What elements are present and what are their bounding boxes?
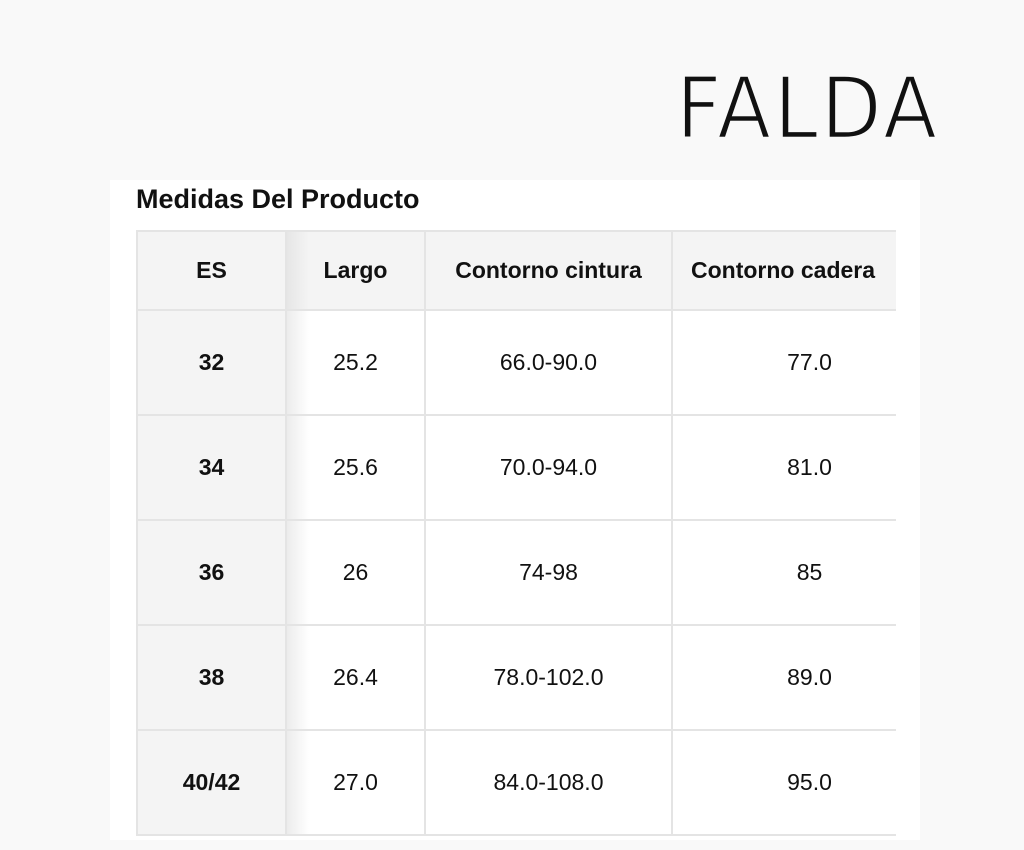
cell-cadera: 95.0 — [671, 729, 896, 836]
header-es: ES — [136, 230, 287, 311]
header-contorno-cadera: Contorno cadera — [671, 230, 896, 311]
cell-size: 40/42 — [136, 729, 287, 836]
cell-cintura: 84.0-108.0 — [424, 729, 673, 836]
table-header-row: ES Largo Contorno cintura Contorno cader… — [136, 230, 896, 311]
header-contorno-cintura: Contorno cintura — [424, 230, 673, 311]
table-row: 34 25.6 70.0-94.0 81.0 — [136, 414, 896, 521]
cell-largo: 25.6 — [285, 414, 426, 521]
cell-cintura: 70.0-94.0 — [424, 414, 673, 521]
table-row: 36 26 74-98 85 — [136, 519, 896, 626]
cell-cintura: 78.0-102.0 — [424, 624, 673, 731]
cell-cadera: 81.0 — [671, 414, 896, 521]
cell-cintura: 66.0-90.0 — [424, 309, 673, 416]
cell-size: 34 — [136, 414, 287, 521]
size-table-scroll[interactable]: ES Largo Contorno cintura Contorno cader… — [136, 230, 896, 850]
size-chart-panel: Medidas Del Producto ES Largo Contorno c… — [110, 180, 920, 840]
table-row: 40/42 27.0 84.0-108.0 95.0 — [136, 729, 896, 836]
cell-size: 36 — [136, 519, 287, 626]
cell-cadera: 85 — [671, 519, 896, 626]
page-title: FALDA — [675, 59, 940, 159]
cell-largo: 26.4 — [285, 624, 426, 731]
size-table: ES Largo Contorno cintura Contorno cader… — [136, 230, 896, 836]
section-heading: Medidas Del Producto — [136, 184, 420, 214]
table-row: 32 25.2 66.0-90.0 77.0 — [136, 309, 896, 416]
cell-cintura: 74-98 — [424, 519, 673, 626]
cell-largo: 25.2 — [285, 309, 426, 416]
cell-size: 38 — [136, 624, 287, 731]
cell-largo: 26 — [285, 519, 426, 626]
table-row: 38 26.4 78.0-102.0 89.0 — [136, 624, 896, 731]
cell-size: 32 — [136, 309, 287, 416]
cell-largo: 27.0 — [285, 729, 426, 836]
cell-cadera: 89.0 — [671, 624, 896, 731]
cell-cadera: 77.0 — [671, 309, 896, 416]
header-largo: Largo — [285, 230, 426, 311]
